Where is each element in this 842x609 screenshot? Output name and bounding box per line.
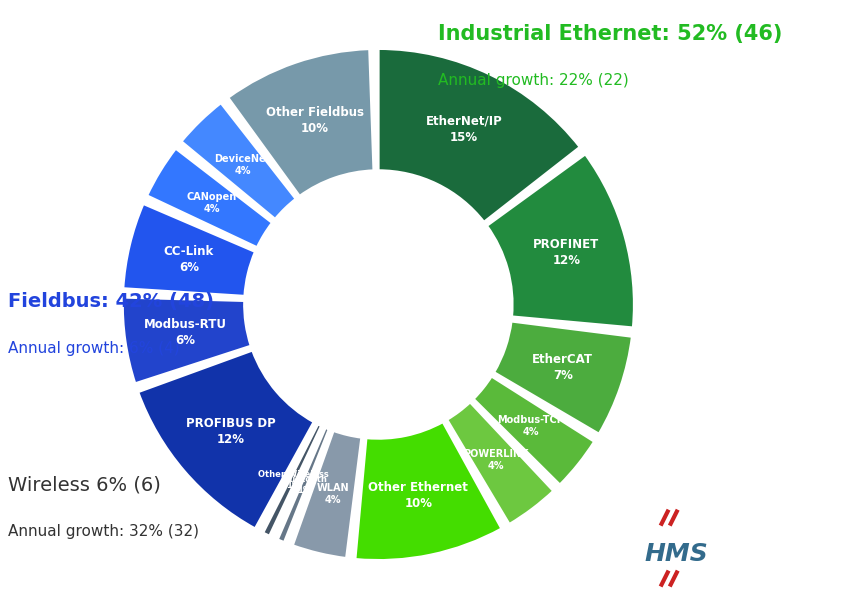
Wedge shape	[447, 402, 553, 524]
Text: Wireless 6% (6): Wireless 6% (6)	[8, 475, 162, 494]
Text: Other Wireless
1%: Other Wireless 1%	[258, 470, 328, 490]
Text: Annual growth: 32% (32): Annual growth: 32% (32)	[8, 524, 200, 539]
Text: Industrial Ethernet: 52% (46): Industrial Ethernet: 52% (46)	[438, 24, 782, 44]
Text: POWERLINK
4%: POWERLINK 4%	[463, 449, 529, 471]
Text: PROFIBUS DP
12%: PROFIBUS DP 12%	[185, 417, 275, 446]
Text: PROFINET
12%: PROFINET 12%	[533, 238, 600, 267]
Wedge shape	[494, 322, 632, 434]
Text: Other Ethernet
10%: Other Ethernet 10%	[368, 481, 468, 510]
Wedge shape	[487, 154, 634, 328]
Wedge shape	[278, 428, 329, 543]
Text: EtherCAT
7%: EtherCAT 7%	[532, 353, 594, 382]
Text: Bluetooth
1%: Bluetooth 1%	[280, 474, 328, 495]
Text: DeviceNet
4%: DeviceNet 4%	[215, 153, 270, 176]
Text: Modbus-TCP
4%: Modbus-TCP 4%	[498, 415, 564, 437]
Wedge shape	[378, 49, 580, 222]
Text: Modbus-RTU
6%: Modbus-RTU 6%	[144, 318, 227, 347]
Text: Annual growth: 6% (4): Annual growth: 6% (4)	[8, 341, 180, 356]
Text: Annual growth: 22% (22): Annual growth: 22% (22)	[438, 73, 629, 88]
Wedge shape	[355, 422, 502, 560]
Text: HMS: HMS	[645, 542, 709, 566]
Wedge shape	[147, 149, 272, 247]
Text: CC-Link
6%: CC-Link 6%	[163, 245, 214, 274]
Text: CANopen
4%: CANopen 4%	[187, 192, 237, 214]
Wedge shape	[123, 297, 251, 384]
Text: Fieldbus: 42% (48): Fieldbus: 42% (48)	[8, 292, 215, 311]
Wedge shape	[138, 350, 314, 529]
Text: Other Fieldbus
10%: Other Fieldbus 10%	[266, 106, 364, 135]
Text: WLAN
4%: WLAN 4%	[317, 483, 349, 505]
Wedge shape	[181, 103, 296, 219]
Text: EtherNet/IP
15%: EtherNet/IP 15%	[425, 115, 502, 144]
Wedge shape	[228, 49, 374, 196]
Wedge shape	[263, 424, 322, 536]
Wedge shape	[292, 431, 361, 558]
Wedge shape	[473, 376, 594, 485]
Wedge shape	[123, 204, 255, 296]
